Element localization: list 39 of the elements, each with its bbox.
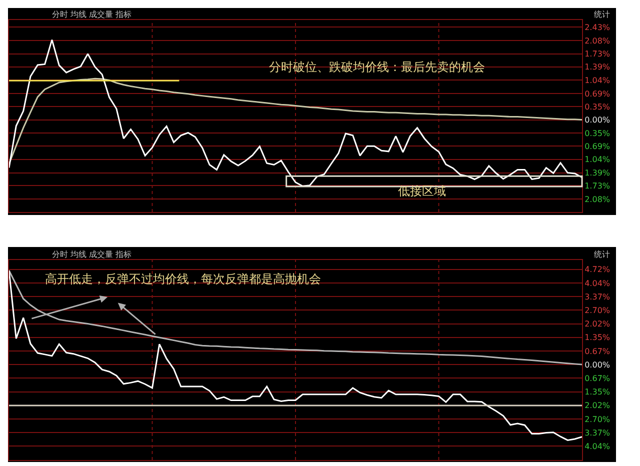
y-tick-label: 2.70% [584,414,610,424]
y-tick-label: 1.35% [584,333,610,342]
y-tick-label: 0.69% [584,142,610,151]
y-tick-label: 2.08% [584,36,610,46]
y-tick-label: 1.39% [584,62,610,72]
y-tick-label: 3.37% [584,292,610,302]
y-tick-label: 0.35% [584,102,610,112]
y-tick-label: 1.39% [584,168,610,178]
y-tick-label: 1.35% [584,388,610,397]
y-tick-label: 4.72% [584,265,610,274]
y-tick-label: 2.70% [584,306,610,315]
annotation: 低接区域 [398,184,446,198]
annotation: 分时破位、跌破均价线：最后先卖的机会 [269,60,485,74]
y-tick-label: 0.67% [584,374,610,383]
text: 统计 [594,10,610,19]
y-tick-label: 1.04% [584,155,610,164]
y-tick-label: 0.00% [584,360,610,370]
y-tick-label: 2.08% [584,194,610,204]
y-tick-label: 2.02% [584,320,610,329]
line-series [9,39,582,187]
y-tick-label: 2.02% [584,401,610,410]
line-series [9,270,582,366]
y-tick-label: 1.73% [584,182,610,191]
text: 分时 均线 成交量 指标 [52,10,132,19]
y-tick-label: 4.04% [584,278,610,288]
line-series [9,78,582,165]
y-tick-label: 1.73% [584,50,610,59]
text: 统计 [594,250,610,259]
annotation: 高开低走，反弹不过均价线，每次反弹都是高抛机会 [45,272,321,286]
y-tick-label: 2.43% [584,23,610,32]
text: 分时 均线 成交量 指标 [52,250,132,259]
y-tick-label: 0.69% [584,89,610,98]
y-tick-label: 1.04% [584,76,610,85]
y-tick-label: 0.35% [584,128,610,138]
y-tick-label: 0.67% [584,346,610,356]
y-tick-label: 3.37% [584,428,610,438]
line-series [9,270,582,441]
y-tick-label: 0.00% [584,116,610,125]
y-tick-label: 4.04% [584,442,610,451]
